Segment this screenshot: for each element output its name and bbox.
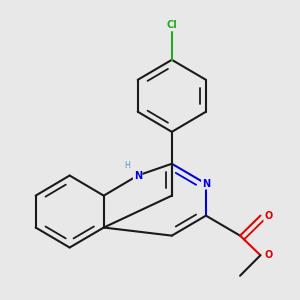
Text: H: H (124, 160, 130, 169)
Text: O: O (264, 250, 272, 260)
Text: N: N (202, 179, 210, 189)
Text: N: N (134, 170, 142, 181)
Text: O: O (264, 211, 272, 220)
Text: Cl: Cl (167, 20, 177, 31)
